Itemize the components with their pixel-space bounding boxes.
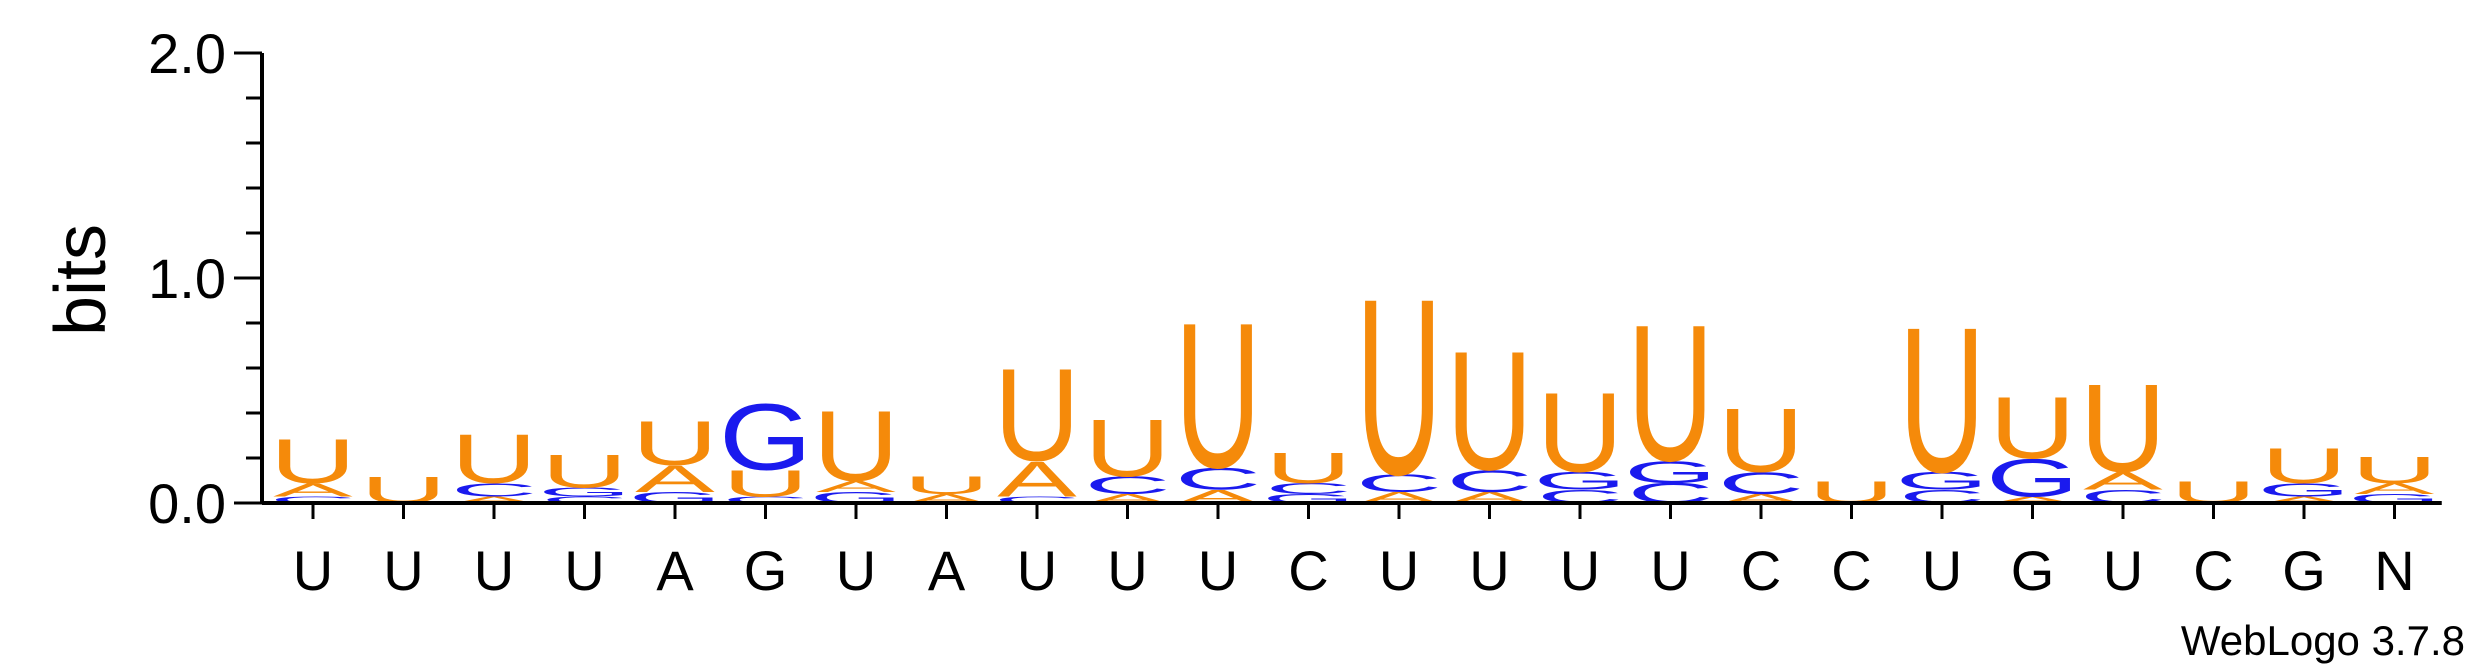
logo-letter-u: U [1899,284,1985,516]
logo-letter-u: U [722,462,808,504]
x-tick-label: G [2282,539,2326,602]
x-tick-label: U [1922,539,1962,602]
logo-letter-u: U [1718,389,1804,491]
logo-letter-u: U [632,409,718,479]
logo-letter-a: A [2083,467,2163,495]
logo-letter-c: C [541,494,627,505]
x-tick-label: U [293,539,333,602]
logo-letter-a: A [454,494,534,505]
logo-letter-c: C [1356,469,1442,497]
logo-letter-u: U [903,472,989,500]
x-tick-label: C [1288,539,1328,602]
logo-letter-g: G [1624,454,1717,489]
logo-letter-c: C [1084,472,1170,500]
x-tick-label: U [474,539,514,602]
logo-letter-u: U [994,341,1080,489]
x-tick-label: G [744,539,788,602]
weblogo-credit: WebLogo 3.7.8 [2181,617,2465,664]
x-tick-label: U [2103,539,2143,602]
logo-letter-c: C [1446,463,1532,498]
x-tick-label: U [1107,539,1147,602]
logo-letter-a: A [816,478,896,496]
logo-letter-c: C [1175,461,1261,496]
logo-letter-g: G [1896,467,1989,495]
logo-letter-c: C [1718,466,1804,501]
x-tick-label: U [564,539,604,602]
logo-letter-u: U [1537,369,1623,495]
x-tick-label: U [1017,539,1057,602]
logo-letter-g: G [719,384,812,489]
x-tick-label: U [1650,539,1690,602]
logo-letter-u: U [1446,317,1532,507]
logo-letter-a: A [635,458,715,500]
logo-letter-u: U [2261,438,2347,494]
logo-letter-u: U [1084,402,1170,494]
logo-letter-u: U [1175,279,1261,511]
logo-letter-u: U [813,390,899,502]
logo-letter-a: A [997,451,1077,507]
x-tick-label: U [1198,539,1238,602]
logo-letter-g: G [1534,467,1627,495]
chart-axes: 0.01.02.0U U U U A G U A U U U C U U U U C C U G U C G N [148,22,2442,602]
x-tick-label: U [836,539,876,602]
x-tick-label: N [2374,539,2414,602]
logo-letter-c: C [722,494,808,505]
x-tick-label: C [1741,539,1781,602]
logo-letter-u: U [541,445,627,497]
logo-letter-c: C [270,494,356,505]
logo-letter-a: A [273,479,353,500]
logo-letter-a: A [2264,494,2344,505]
x-tick-label: C [1831,539,1871,602]
x-tick-label: A [928,539,966,602]
logo-letter-u: U [1627,285,1713,502]
x-tick-label: G [2011,539,2055,602]
y-tick-label: 1.0 [148,247,226,310]
logo-letter-c: C [994,494,1080,505]
logo-letter-u: U [270,427,356,497]
x-tick-label: U [383,539,423,602]
y-tick-label: 0.0 [148,472,226,535]
x-tick-label: A [656,539,694,602]
y-axis-title: bits [41,224,121,336]
logo-letter-g: G [1986,448,2079,508]
logo-letter-u: U [1265,444,1351,493]
y-tick-label: 2.0 [148,22,226,85]
logo-letter-a: A [1993,494,2073,505]
logo-letter-u: U [1356,246,1442,527]
x-tick-label: U [1469,539,1509,602]
logo-letter-g: G [2258,479,2351,500]
x-tick-label: U [1560,539,1600,602]
logo-letter-a: A [2355,480,2435,498]
logo-letter-u: U [451,420,537,497]
logo-letter-g: G [538,485,631,499]
logo-letter-c: C [451,479,537,500]
logo-letter-c: C [1265,480,1351,498]
logo-letter-u: U [1989,379,2075,477]
logo-letter-u: U [2080,358,2166,498]
x-tick-label: C [2193,539,2233,602]
logo-letter-u: U [2351,449,2437,491]
x-tick-label: U [1379,539,1419,602]
